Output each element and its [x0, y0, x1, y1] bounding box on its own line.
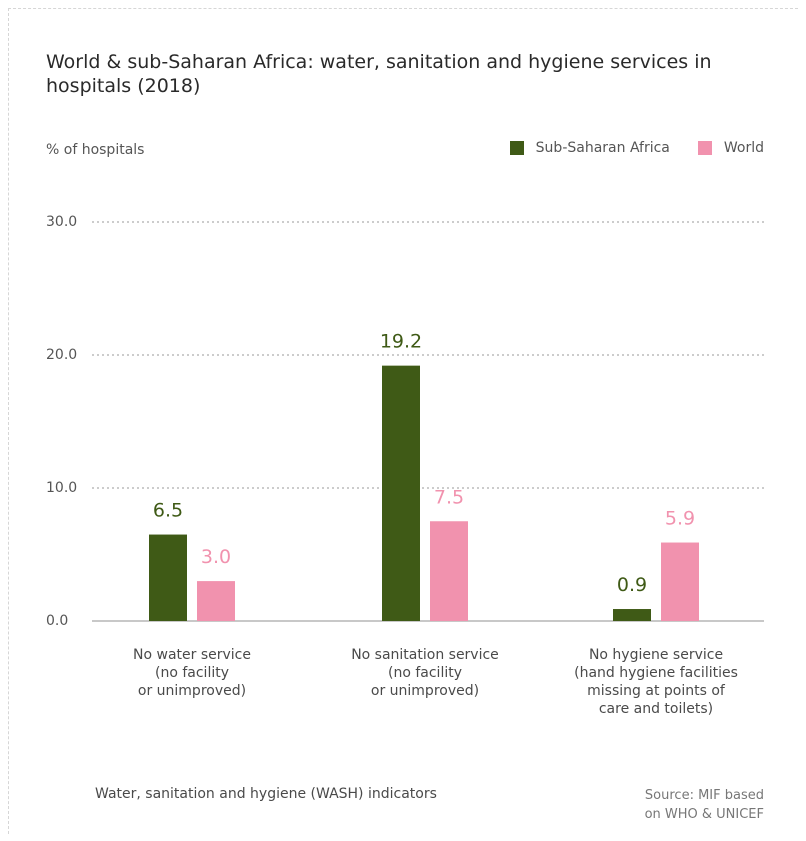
data-label-world: 7.5	[434, 486, 464, 508]
data-label-ssa: 6.5	[153, 500, 183, 522]
legend-label-ssa: Sub-Saharan Africa	[535, 140, 670, 156]
bar-world	[430, 521, 468, 621]
chart-title: World & sub-Saharan Africa: water, sanit…	[46, 51, 712, 97]
data-label-ssa: 0.9	[617, 574, 647, 596]
bar-ssa	[149, 534, 187, 621]
bar-ssa	[613, 609, 651, 621]
data-label-ssa: 19.2	[380, 331, 422, 353]
data-label-world: 5.9	[665, 508, 695, 530]
chart-frame	[8, 8, 798, 834]
source-note: Source: MIF based on WHO & UNICEF	[644, 788, 764, 822]
y-tick-label: 10.0	[46, 480, 77, 496]
y-axis-label: % of hospitals	[46, 142, 145, 158]
y-tick-label: 30.0	[46, 214, 77, 230]
x-tick-label-hygiene: No hygiene service (hand hygiene facilit…	[574, 647, 738, 717]
legend-label-world: World	[723, 140, 764, 156]
legend-swatch-world	[697, 141, 712, 155]
legend-swatch-ssa	[509, 141, 524, 155]
bar-world	[197, 581, 235, 621]
data-label-world: 3.0	[201, 546, 231, 568]
x-tick-label-sanitation: No sanitation service (no facility or un…	[351, 647, 499, 699]
bar-world	[661, 542, 699, 621]
bar-ssa	[382, 365, 420, 621]
y-tick-label: 0.0	[46, 613, 68, 629]
y-tick-label: 20.0	[46, 347, 77, 363]
x-tick-label-water: No water service (no facility or unimpro…	[133, 647, 251, 699]
legend-item-world: World	[697, 140, 764, 156]
legend: Sub-Saharan Africa World	[482, 140, 764, 156]
x-axis-title: Water, sanitation and hygiene (WASH) ind…	[95, 786, 437, 802]
legend-item-ssa: Sub-Saharan Africa	[509, 140, 670, 156]
